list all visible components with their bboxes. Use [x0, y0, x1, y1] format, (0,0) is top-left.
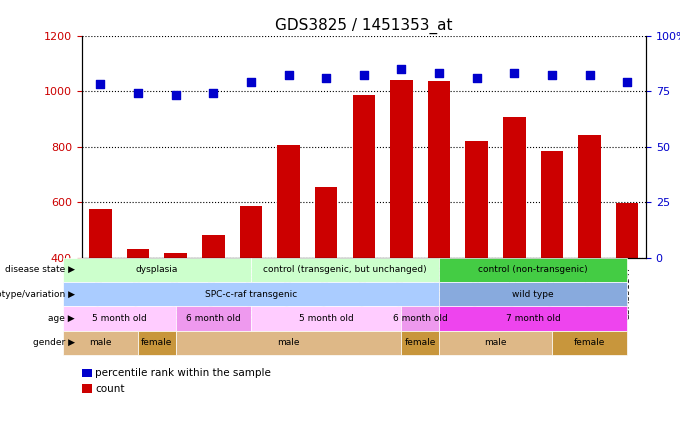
Text: gender ▶: gender ▶: [33, 338, 75, 348]
Bar: [541, 151, 563, 258]
Bar: [239, 206, 262, 258]
Text: control (transgenic, but unchanged): control (transgenic, but unchanged): [263, 265, 427, 274]
Point: [133, 90, 143, 97]
Text: control (non-transgenic): control (non-transgenic): [478, 265, 588, 274]
Bar: [578, 135, 601, 258]
Text: female: female: [574, 338, 605, 348]
Bar: [277, 145, 300, 258]
Text: male: male: [484, 338, 507, 348]
Text: disease state ▶: disease state ▶: [5, 265, 75, 274]
Text: 6 month old: 6 month old: [186, 314, 241, 323]
Point: [434, 70, 445, 77]
Bar: [390, 80, 413, 258]
Bar: [89, 209, 112, 258]
Point: [471, 74, 482, 81]
Text: genotype/variation ▶: genotype/variation ▶: [0, 289, 75, 299]
Point: [245, 79, 256, 86]
Text: male: male: [89, 338, 112, 348]
Point: [95, 81, 106, 88]
Point: [547, 72, 558, 79]
Bar: [465, 141, 488, 258]
Text: 5 month old: 5 month old: [299, 314, 354, 323]
Bar: [202, 235, 224, 258]
Point: [584, 72, 595, 79]
Text: female: female: [405, 338, 436, 348]
Bar: [165, 254, 187, 258]
Point: [509, 70, 520, 77]
Point: [208, 90, 219, 97]
Point: [358, 72, 369, 79]
Point: [321, 74, 332, 81]
Text: wild type: wild type: [512, 289, 554, 299]
Title: GDS3825 / 1451353_at: GDS3825 / 1451353_at: [275, 18, 453, 34]
Bar: [428, 81, 450, 258]
Text: age ▶: age ▶: [48, 314, 75, 323]
Text: female: female: [141, 338, 173, 348]
Text: count: count: [95, 384, 124, 393]
Point: [622, 79, 632, 86]
Bar: [126, 249, 150, 258]
Point: [283, 72, 294, 79]
Text: 5 month old: 5 month old: [92, 314, 147, 323]
Text: 7 month old: 7 month old: [506, 314, 560, 323]
Bar: [503, 117, 526, 258]
Text: dysplasia: dysplasia: [136, 265, 178, 274]
Bar: [616, 203, 639, 258]
Bar: [352, 95, 375, 258]
Text: SPC-c-raf transgenic: SPC-c-raf transgenic: [205, 289, 297, 299]
Text: male: male: [277, 338, 300, 348]
Text: percentile rank within the sample: percentile rank within the sample: [95, 368, 271, 378]
Text: 6 month old: 6 month old: [393, 314, 447, 323]
Bar: [315, 187, 337, 258]
Point: [396, 65, 407, 72]
Point: [170, 92, 181, 99]
